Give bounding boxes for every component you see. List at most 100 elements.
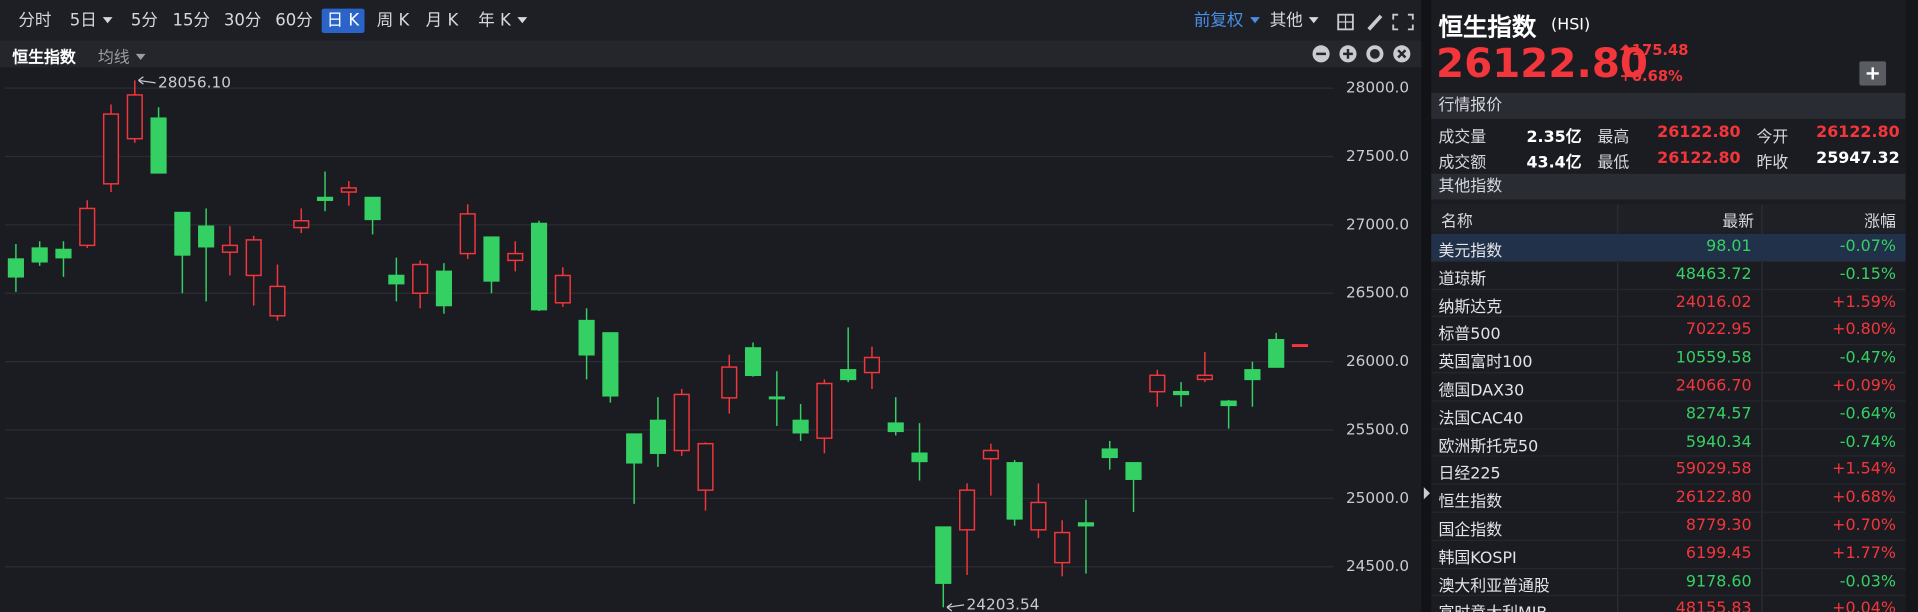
toolbar-select[interactable]: 其他 [1265, 9, 1324, 33]
index-latest: 48155.83 [1675, 600, 1752, 612]
candle-body [435, 270, 453, 307]
table-row[interactable] [1431, 317, 1906, 346]
y-tick-label: 26500.0 [1346, 284, 1409, 302]
table-row[interactable] [1431, 541, 1906, 569]
column-separator [1617, 204, 1619, 612]
candle-body [697, 442, 714, 491]
candle-body [1268, 338, 1285, 368]
period-label: 60分 [275, 11, 313, 31]
table-row[interactable] [1431, 457, 1906, 485]
index-change: +1.54% [1832, 460, 1896, 480]
candle-body [412, 263, 429, 294]
candle-body [1196, 374, 1213, 381]
add-button[interactable] [1859, 61, 1887, 86]
period-tab[interactable]: 月 K [421, 9, 463, 33]
indicator-select[interactable]: 均线 [98, 44, 146, 67]
candle-body [198, 225, 215, 248]
column-header: 涨幅 [1864, 212, 1896, 232]
last-price: 26122.80 [1436, 39, 1649, 87]
period-tab[interactable]: 周 K [372, 9, 414, 33]
candle-body [935, 526, 952, 584]
index-latest: 26122.80 [1675, 488, 1752, 507]
index-name: 纳斯达克 [1438, 298, 1503, 317]
candle-body [31, 247, 48, 263]
index-latest: 5940.34 [1685, 432, 1752, 452]
toolbar-icons[interactable] [1336, 12, 1422, 32]
candle-body [102, 113, 120, 185]
table-row[interactable] [1431, 569, 1906, 597]
candle-body [388, 274, 405, 285]
table-row[interactable] [1431, 485, 1906, 513]
table-header [1431, 204, 1906, 233]
table-row[interactable] [1431, 429, 1906, 458]
table-row[interactable] [1431, 233, 1906, 262]
candle-body [1077, 522, 1095, 527]
period-tab[interactable]: 日 K [321, 8, 365, 34]
collapse-arrow [1423, 487, 1430, 500]
index-latest: 8274.57 [1685, 404, 1752, 424]
panel-divider[interactable] [1421, 0, 1432, 612]
index-latest: 6199.45 [1685, 544, 1752, 563]
index-change: -0.47% [1839, 349, 1896, 368]
y-tick-label: 26000.0 [1346, 352, 1409, 370]
candle-body [530, 222, 548, 311]
candle-body [340, 187, 357, 193]
candle-body [1149, 374, 1166, 393]
quote-panel: 恒生指数 (HSI) 26122.80 175.48 +0.68% 行情报价 成… [1431, 0, 1906, 612]
candle-body [816, 382, 833, 439]
candle-body [1244, 369, 1261, 381]
period-label: 月 K [425, 11, 459, 31]
select-label: 其他 [1269, 11, 1303, 31]
period-tab[interactable]: 5分 [126, 9, 163, 33]
y-tick-label: 28000.0 [1346, 79, 1409, 97]
candle-body [150, 117, 167, 174]
table-row[interactable] [1431, 401, 1906, 430]
table-row[interactable] [1431, 290, 1906, 318]
y-tick-label: 24500.0 [1346, 557, 1409, 575]
candle-body [602, 332, 619, 397]
candle-body [626, 433, 643, 464]
period-tab[interactable]: 60分 [270, 9, 317, 33]
index-change: +0.04% [1832, 600, 1896, 612]
table-row[interactable] [1431, 373, 1906, 402]
index-change: +0.80% [1832, 321, 1896, 340]
index-latest: 24066.70 [1675, 376, 1752, 396]
period-tab[interactable]: 分时 [13, 9, 56, 33]
table-row[interactable] [1431, 262, 1906, 290]
index-name: 美元指数 [1438, 242, 1503, 261]
candle-body [1220, 400, 1237, 407]
y-tick-label: 25000.0 [1346, 489, 1409, 507]
candle-body [1291, 344, 1309, 348]
table-row[interactable] [1431, 513, 1906, 541]
candle-body [221, 244, 238, 253]
index-change: +0.68% [1832, 488, 1896, 507]
stat-label: 今开 [1756, 128, 1789, 147]
index-name: 日经225 [1438, 465, 1501, 484]
period-tab[interactable]: 5日 [65, 9, 118, 33]
min-pointer [946, 603, 965, 612]
period-label: 周 K [376, 11, 410, 31]
index-name: 欧洲斯托克50 [1438, 437, 1539, 457]
toolbar: 分时 5日 5分 15分 30分 60分日 K 周 K 月 K 年 K 前复权 其他 [0, 0, 1422, 41]
table-row[interactable] [1431, 345, 1906, 374]
caret [1249, 17, 1260, 24]
chart-panel: 24500.0 25000.0 25500.0 26000.0 26500.0 27000… [0, 0, 1422, 612]
period-tab[interactable]: 年 K [473, 9, 531, 33]
index-change: -0.64% [1839, 404, 1896, 424]
candle-body [768, 396, 785, 400]
chart-controls[interactable] [1311, 44, 1414, 64]
indicator-label: 均线 [97, 48, 130, 68]
column-header: 最新 [1722, 212, 1755, 232]
y-tick-label: 27500.0 [1346, 147, 1409, 165]
index-name: 国企指数 [1438, 521, 1503, 540]
period-tab[interactable]: 15分 [168, 9, 215, 33]
index-latest: 7022.95 [1685, 321, 1752, 340]
candle-body [1101, 448, 1118, 459]
candle-body [245, 239, 262, 277]
candle-body [459, 213, 476, 255]
toolbar-select[interactable]: 前复权 [1189, 9, 1264, 33]
period-tab[interactable]: 30分 [219, 9, 266, 33]
stat-label: 最高 [1597, 128, 1630, 147]
stat-label: 成交额 [1438, 154, 1487, 173]
candle-body [887, 422, 904, 433]
